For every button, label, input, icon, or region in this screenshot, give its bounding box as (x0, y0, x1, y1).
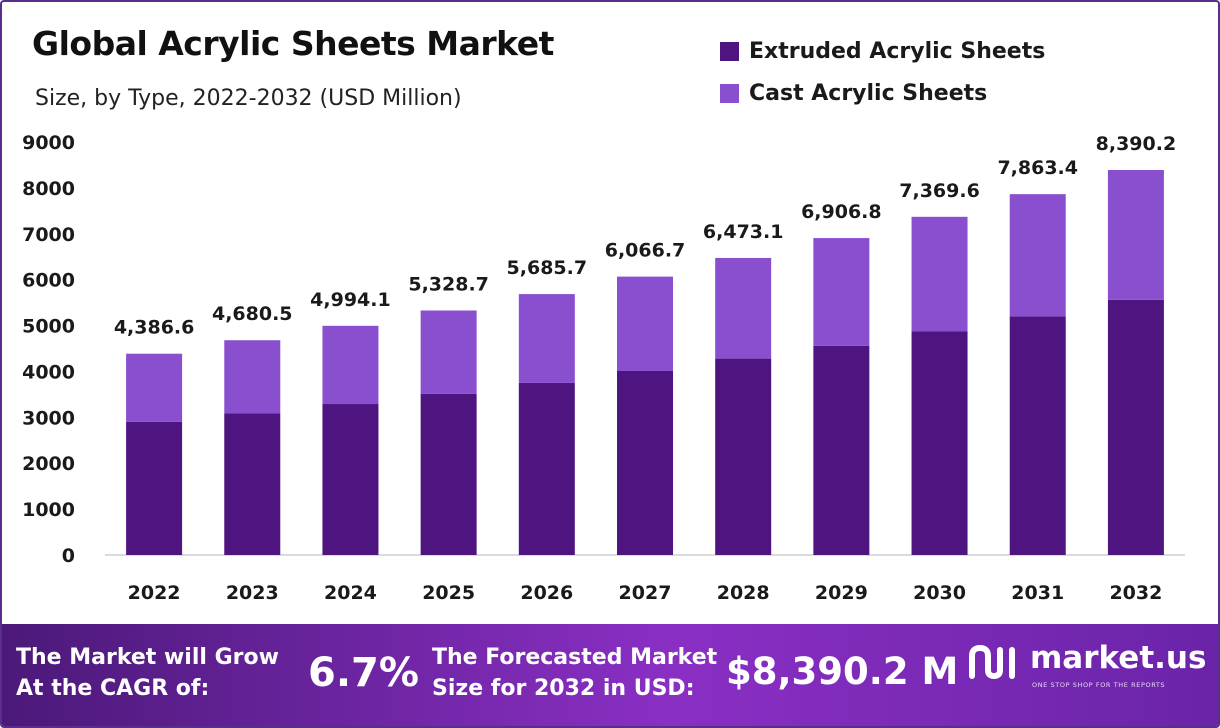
bar-chart: 0 1000 2000 3000 4000 5000 6000 7000 8000 9000 4,3… (22, 132, 1185, 604)
bar-cast-2027 (617, 276, 673, 371)
x-tick-label-2026: 2026 (520, 582, 573, 604)
y-tick-label-6: 6000 (22, 270, 75, 292)
x-tick-label-2030: 2030 (913, 582, 966, 604)
bar-cast-2028 (715, 257, 772, 359)
legend-item-cast: Cast Acrylic Sheets (720, 72, 1045, 114)
bar-cast-2025 (420, 310, 477, 394)
bar-cast-2029 (813, 238, 870, 346)
x-tick-label-2023: 2023 (226, 582, 279, 604)
x-tick-label-2024: 2024 (324, 582, 377, 604)
y-tick-label-7: 7000 (22, 224, 75, 246)
legend-swatch-cast (720, 83, 739, 103)
bar-extruded-2031 (1009, 316, 1066, 555)
bar-cast-2023 (224, 340, 281, 414)
data-label-2029: 6,906.8 (801, 201, 882, 223)
cagr-label-line2: At the CAGR of: (16, 676, 210, 701)
bar-extruded-2024 (322, 404, 379, 555)
bar-cast-2031 (1009, 194, 1066, 317)
y-tick-label-9: 9000 (22, 132, 75, 154)
data-label-2026: 5,685.7 (507, 257, 588, 279)
y-tick-label-2: 2000 (22, 453, 75, 475)
forecast-label-line2: Size for 2032 in USD: (432, 676, 695, 701)
forecast-label: The Forecasted Market Size for 2032 in U… (432, 642, 717, 704)
y-tick-label-3: 3000 (22, 407, 75, 429)
bar-extruded-2027 (617, 370, 673, 555)
bar-extruded-2032 (1107, 299, 1164, 555)
market-us-logo-icon (969, 644, 1015, 680)
data-label-2023: 4,680.5 (212, 303, 293, 325)
x-tick-label-2028: 2028 (717, 582, 770, 604)
x-tick-label-2022: 2022 (128, 582, 181, 604)
data-label-2024: 4,994.1 (310, 289, 391, 311)
data-label-2028: 6,473.1 (703, 221, 784, 243)
brand-tagline: ONE STOP SHOP FOR THE REPORTS (1032, 681, 1166, 689)
bar-extruded-2028 (715, 358, 772, 555)
chart-legend: Extruded Acrylic Sheets Cast Acrylic She… (720, 30, 1045, 114)
y-tick-label-5: 5000 (22, 316, 75, 338)
brand-name: market.us (1030, 640, 1207, 676)
data-label-2025: 5,328.7 (408, 273, 489, 295)
legend-label-extruded: Extruded Acrylic Sheets (749, 38, 1046, 64)
data-label-2022: 4,386.6 (114, 317, 195, 339)
data-label-2030: 7,369.6 (899, 180, 980, 202)
footer-banner: The Market will Grow At the CAGR of: 6.7… (2, 624, 1218, 726)
legend-label-cast: Cast Acrylic Sheets (749, 80, 988, 106)
x-tick-label-2032: 2032 (1109, 582, 1162, 604)
data-label-2027: 6,066.7 (605, 240, 686, 262)
bar-extruded-2030 (911, 331, 968, 555)
x-tick-label-2031: 2031 (1011, 582, 1064, 604)
y-tick-label-4: 4000 (22, 361, 75, 383)
bar-extruded-2022 (126, 421, 183, 555)
chart-subtitle: Size, by Type, 2022-2032 (USD Million) (35, 86, 462, 111)
bar-cast-2022 (126, 353, 183, 422)
y-tick-label-1: 1000 (22, 499, 75, 521)
bar-cast-2030 (911, 216, 968, 332)
legend-swatch-extruded (720, 41, 739, 61)
legend-item-extruded: Extruded Acrylic Sheets (720, 30, 1045, 72)
bar-cast-2026 (518, 294, 575, 383)
bar-cast-2032 (1107, 169, 1164, 300)
forecast-label-line1: The Forecasted Market (432, 645, 718, 670)
cagr-label: The Market will Grow At the CAGR of: (16, 642, 279, 704)
x-tick-label-2027: 2027 (619, 582, 672, 604)
data-label-2031: 7,863.4 (997, 157, 1078, 179)
bar-cast-2024 (322, 325, 379, 405)
y-tick-label-8: 8000 (22, 178, 75, 200)
bar-extruded-2023 (224, 413, 281, 555)
chart-title: Global Acrylic Sheets Market (32, 24, 554, 63)
bar-extruded-2029 (813, 345, 870, 555)
cagr-value: 6.7% (308, 650, 419, 696)
bar-extruded-2026 (518, 382, 575, 555)
forecast-value: $8,390.2 M (726, 650, 959, 693)
y-tick-label-0: 0 (62, 545, 75, 567)
cagr-label-line1: The Market will Grow (16, 645, 279, 670)
data-label-2032: 8,390.2 (1096, 133, 1177, 155)
bar-extruded-2025 (420, 393, 477, 555)
x-tick-label-2025: 2025 (422, 582, 475, 604)
x-tick-label-2029: 2029 (815, 582, 868, 604)
